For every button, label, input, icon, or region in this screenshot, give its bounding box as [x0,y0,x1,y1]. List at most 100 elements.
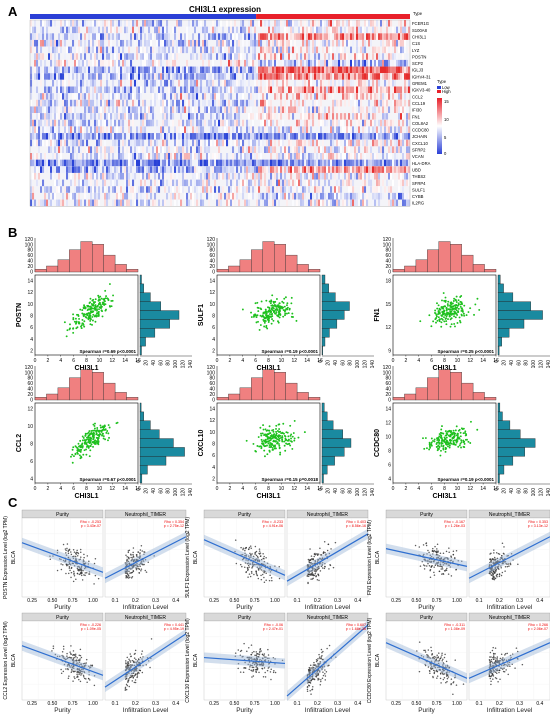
heatmap-cell [176,139,179,147]
heatmap-cell [352,53,355,60]
hist-ytick: 20 [27,264,33,270]
heatmap-cell [258,39,261,47]
heatmap-cell [296,46,299,54]
heatmap-cell [166,119,169,127]
heatmap-cell [158,126,161,134]
heatmap-cell [126,33,129,40]
spearman-stat: Spearman r=0.25 p<0.0001 [437,349,494,354]
heatmap-cell [338,119,341,127]
heatmap-cell [106,33,109,40]
heatmap-cell [220,106,223,114]
scatter-point [434,318,437,321]
scatter-point [434,309,437,312]
heatmap-cell [274,39,277,47]
heatmap-cell [86,139,89,147]
heatmap-cell [102,46,105,54]
heatmap-cell [360,26,363,34]
heatmap-cell [46,113,49,120]
scatter-point [89,445,92,447]
y-tick-label: 8 [30,314,33,320]
heatmap-cell [406,172,409,180]
heatmap-cell [108,86,111,94]
heatmap-cell [236,73,239,80]
heatmap-cell [286,73,289,80]
heatmap-cell [402,159,405,167]
heatmap-cell [266,179,269,187]
heatmap-cell [230,33,233,40]
heatmap-cell [132,93,135,100]
heatmap-cell [290,186,293,193]
heatmap-cell [390,172,393,180]
heatmap-cell [236,93,239,100]
heatmap-cell [316,46,319,54]
scatter-point [101,434,104,437]
heatmap-cell [224,66,227,74]
scatter-point [278,302,281,305]
heatmap-cell [350,133,353,140]
x-tick-label: 4 [417,358,420,364]
heatmap-cell [224,79,227,87]
gene-label: S100A8 [412,28,428,33]
heatmap-cell [388,59,391,67]
heatmap-cell [320,119,323,127]
heatmap-cell [324,192,327,200]
heatmap-cell [384,139,387,147]
heatmap-cell [164,46,167,54]
heatmap-cell [220,159,223,167]
heatmap-cell [70,126,73,134]
heatmap-cell [238,93,241,100]
heatmap-cell [144,113,147,120]
heatmap-cell [244,66,247,74]
heatmap-cell [192,93,195,100]
heatmap-cell [258,199,261,207]
heatmap-cell [68,159,71,167]
gene-label: IGKV3-40 [412,88,431,93]
heatmap-cell [32,119,35,127]
heatmap-cell [160,59,163,67]
heatmap-cell [260,59,263,67]
heatmap-cell [186,66,189,74]
y-tick-label: 9 [388,349,391,355]
heatmap-cell [164,99,167,107]
heatmap-cell [230,53,233,60]
heatmap-cell [398,99,401,107]
heatmap-cell [404,86,407,94]
side-hist-tick: 0 [136,360,142,363]
heatmap-cell [198,106,201,114]
scatter-point [449,304,452,307]
heatmap-cell [158,39,161,47]
heatmap-cell [126,86,129,94]
hist-bar [450,244,462,273]
heatmap-cell [114,146,117,153]
heatmap-cell [108,166,111,173]
heatmap-cell [242,79,245,87]
heatmap-cell [286,146,289,153]
heatmap-cell [44,39,47,47]
heatmap-cell [270,139,273,147]
heatmap-cell [366,86,369,94]
heatmap-cell [86,146,89,153]
heatmap-cell [136,79,139,87]
scatter-point [260,300,263,303]
heatmap-cell [236,79,239,87]
heatmap-cell [190,79,193,87]
heatmap-cell [324,139,327,147]
heatmap-cell [132,179,135,187]
heatmap-cell [302,59,305,67]
heatmap-cell [318,199,321,207]
heatmap-cell [406,192,409,200]
side-hist-bar [139,402,142,413]
heatmap-cell [266,106,269,114]
side-hist-bar [139,310,180,320]
heatmap-cell [230,119,233,127]
heatmap-cell [144,99,147,107]
heatmap-cell [92,33,95,40]
heatmap-cell [268,172,271,180]
heatmap-cell [136,46,139,54]
heatmap-cell [140,73,143,80]
heatmap-cell [398,59,401,67]
heatmap-cell [276,159,279,167]
heatmap-cell [300,153,303,160]
heatmap-cell [174,153,177,160]
scatter-point [97,441,100,444]
